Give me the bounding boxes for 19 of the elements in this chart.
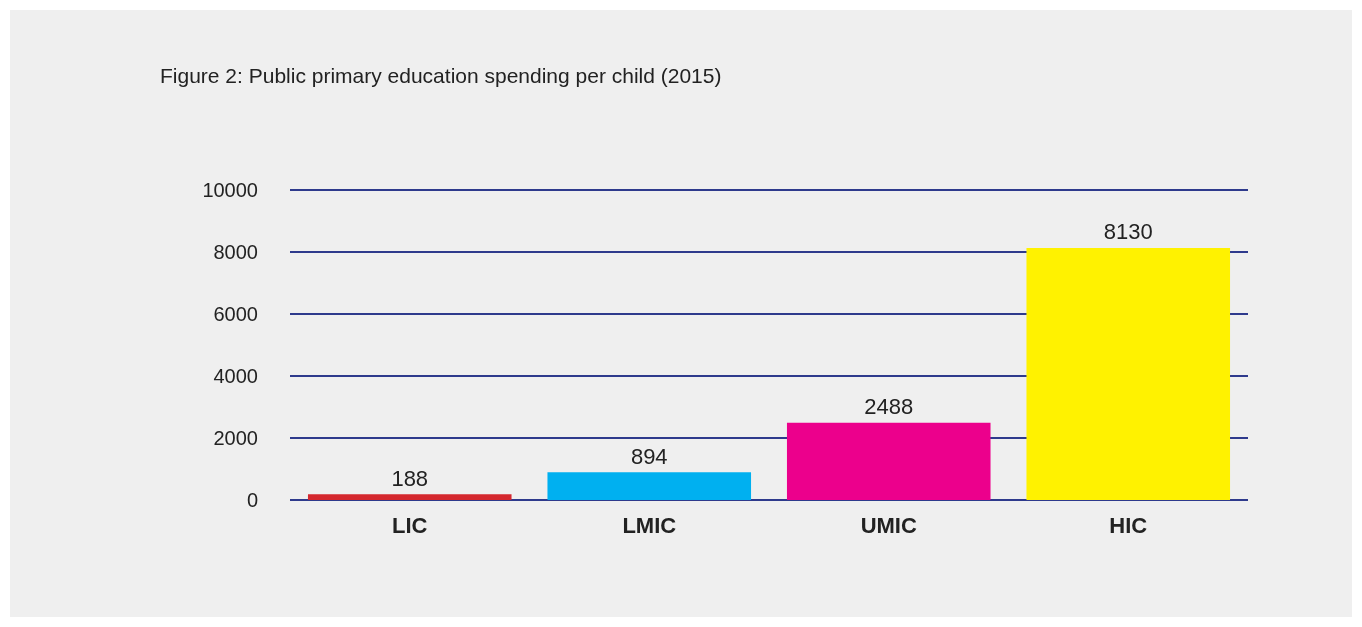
y-tick-label: 2000 [213,427,258,449]
data-label: 894 [630,443,668,469]
y-tick-label: 0 [246,489,258,511]
y-tick-label: 10000 [202,179,258,201]
y-tick-label: 4000 [213,365,258,387]
bar [547,472,752,500]
data-label: 2488 [864,394,914,420]
bar [307,494,512,500]
x-tick-label: UMIC [860,512,917,538]
bar [1026,247,1231,500]
data-label: 8130 [1103,219,1153,245]
data-label: 188 [391,465,429,491]
x-tick-label: LMIC [622,512,677,538]
chart-title: Figure 2: Public primary education spending per child (2015) [160,64,722,87]
x-tick-label: LIC [392,512,428,538]
y-tick-label: 8000 [213,241,258,263]
x-tick-label: HIC [1109,512,1148,538]
bar [786,422,991,500]
y-tick-label: 6000 [213,303,258,325]
